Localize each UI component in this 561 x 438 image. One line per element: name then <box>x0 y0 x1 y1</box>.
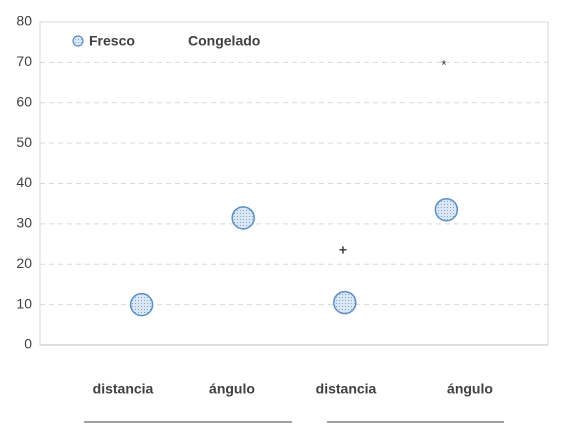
legend-label: Fresco <box>89 33 135 49</box>
y-tick-label: 40 <box>16 174 32 190</box>
point <box>231 206 255 230</box>
point <box>129 292 154 317</box>
point <box>434 197 459 222</box>
y-tick-label: 30 <box>16 215 32 231</box>
point <box>333 290 357 315</box>
y-tick-label: 80 <box>16 13 32 29</box>
y-tick-label: 20 <box>16 255 32 271</box>
legend-marker <box>72 35 84 47</box>
x-tick-label: distancia <box>316 381 377 397</box>
y-tick-label: 50 <box>16 134 32 150</box>
y-tick-label: 0 <box>24 336 32 352</box>
x-tick-label: distancia <box>93 381 154 397</box>
annotation: * <box>441 57 447 73</box>
legend-label: Congelado <box>188 33 260 49</box>
y-tick-label: 70 <box>16 53 32 69</box>
y-tick-label: 10 <box>16 295 32 311</box>
y-tick-label: 60 <box>16 93 32 109</box>
x-tick-label: ángulo <box>209 381 255 397</box>
annotation: + <box>339 242 347 258</box>
x-tick-label: ángulo <box>447 381 493 397</box>
